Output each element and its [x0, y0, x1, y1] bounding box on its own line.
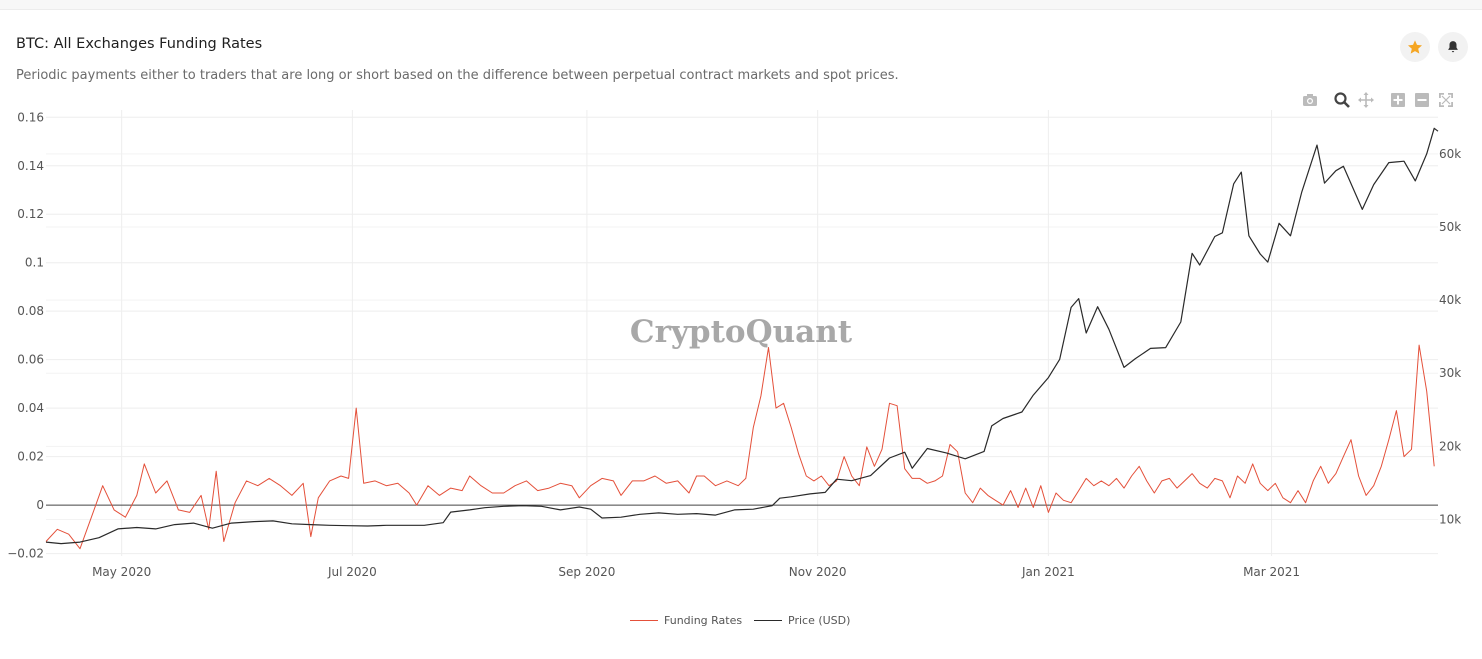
- zoom-in-icon[interactable]: [1389, 91, 1407, 109]
- y-left-tick-label: 0.06: [17, 353, 44, 367]
- zoom-out-icon[interactable]: [1413, 91, 1431, 109]
- legend-swatch-price: [754, 620, 782, 621]
- y-left-tick-label: 0.12: [17, 207, 44, 221]
- x-axis: May 2020 Jul 2020 Sep 2020 Nov 2020 Jan 2021…: [92, 565, 1300, 579]
- alert-button[interactable]: [1438, 32, 1468, 62]
- y-right-tick-label: 50k: [1439, 220, 1461, 234]
- bell-icon: [1448, 41, 1458, 53]
- y-right-tick-label: 60k: [1439, 147, 1461, 161]
- y-right-tick-label: 30k: [1439, 366, 1461, 380]
- legend-label-price: Price (USD): [788, 614, 851, 627]
- y-left-tick-label: 0.16: [17, 110, 44, 124]
- price-line: [45, 127, 1439, 545]
- legend-swatch-funding-rates: [630, 620, 658, 621]
- chart-grid: [46, 110, 1438, 556]
- y-left-tick-label: 0: [36, 498, 44, 512]
- y-right-tick-label: 40k: [1439, 293, 1461, 307]
- y-right-tick-label: 10k: [1439, 512, 1461, 526]
- funding-rates-line: [45, 344, 1435, 550]
- zoom-icon[interactable]: [1333, 91, 1351, 109]
- x-tick-label: Mar 2021: [1243, 565, 1300, 579]
- y-right-tick-label: 20k: [1439, 439, 1461, 453]
- y-axis-right: 10k 20k 30k 40k 50k 60k: [1439, 147, 1461, 527]
- top-bar: [0, 0, 1482, 10]
- y-left-tick-label: 0.14: [17, 159, 44, 173]
- funding-rate-chart[interactable]: CryptoQuant −0.02 0 0.02 0.04 0.06 0.08 0.1 0.1…: [0, 0, 1482, 600]
- y-left-tick-label: 0.04: [17, 401, 44, 415]
- camera-icon[interactable]: [1301, 91, 1319, 109]
- chart-modebar: [0, 91, 1482, 109]
- legend-item-price[interactable]: Price (USD): [754, 614, 850, 627]
- y-left-tick-label: 0.02: [17, 450, 44, 464]
- star-icon: [1408, 40, 1422, 54]
- legend-item-funding-rates[interactable]: Funding Rates: [630, 614, 742, 627]
- x-tick-label: Jan 2021: [1021, 565, 1075, 579]
- x-tick-label: Sep 2020: [558, 565, 615, 579]
- y-left-tick-label: 0.08: [17, 304, 44, 318]
- chart-title: BTC: All Exchanges Funding Rates: [16, 36, 263, 52]
- legend-label-funding-rates: Funding Rates: [664, 614, 743, 627]
- x-tick-label: Jul 2020: [327, 565, 377, 579]
- y-left-tick-label: 0.1: [25, 256, 44, 270]
- x-tick-label: Nov 2020: [789, 565, 847, 579]
- chart-series: [45, 127, 1439, 550]
- y-left-tick-label: −0.02: [7, 547, 44, 561]
- pan-icon[interactable]: [1357, 91, 1375, 109]
- y-axis-left: −0.02 0 0.02 0.04 0.06 0.08 0.1 0.12 0.14 0.16: [7, 110, 44, 560]
- autoscale-icon[interactable]: [1437, 91, 1455, 109]
- favorite-button[interactable]: [1400, 32, 1430, 62]
- x-tick-label: May 2020: [92, 565, 151, 579]
- watermark-logo: CryptoQuant: [630, 314, 853, 350]
- chart-subtitle: Periodic payments either to traders that…: [16, 68, 899, 83]
- chart-legend: Funding Rates Price (USD): [0, 614, 1482, 632]
